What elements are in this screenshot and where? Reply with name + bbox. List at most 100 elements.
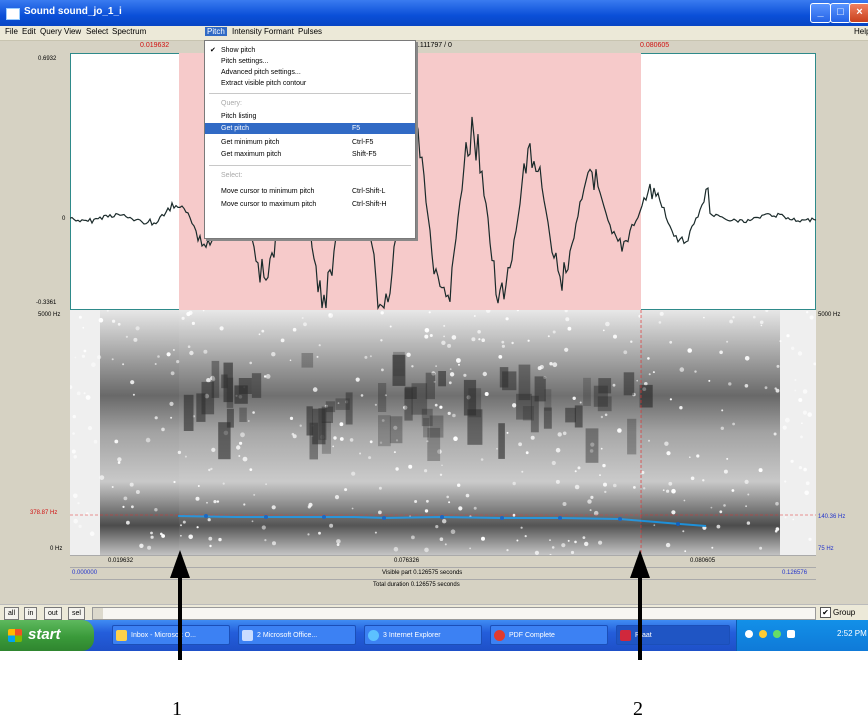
menu-item-get-minimum-pitch[interactable]: Get minimum pitch Ctrl-F5 (205, 137, 415, 148)
zoom-sel-button[interactable]: sel (68, 607, 85, 620)
spectrogram-speckle (188, 310, 193, 315)
spectrogram-speckle (744, 356, 750, 361)
menu-item-show-pitch[interactable]: ✔ Show pitch (205, 45, 415, 56)
spectrogram-speckle (70, 385, 73, 389)
spectrogram-speckle (91, 362, 96, 367)
spectrogram-speckle (395, 439, 399, 442)
menu-view[interactable]: View (64, 27, 82, 36)
start-button[interactable]: start (0, 620, 94, 651)
spectrogram-dark-band (639, 384, 653, 408)
spectrogram-dark-band (251, 373, 262, 398)
group-checkbox[interactable]: ✔ (820, 607, 831, 618)
spectrogram-speckle (173, 480, 176, 484)
menu-item-get-maximum-pitch[interactable]: Get maximum pitch Shift-F5 (205, 149, 415, 160)
spectrogram-speckle (792, 518, 794, 521)
spectrogram-speckle (439, 537, 444, 541)
spectrogram-speckle (758, 468, 763, 473)
menu-file[interactable]: File (5, 27, 18, 36)
menu-item-get-pitch[interactable]: Get pitch F5 (205, 123, 415, 134)
spectrogram-dark-band (345, 392, 353, 425)
menu-item-move-cursor-max[interactable]: Move cursor to maximum pitch Ctrl-Shift-… (205, 199, 415, 210)
menu-query[interactable]: Query (40, 27, 62, 36)
spectrogram-speckle (161, 534, 165, 538)
menu-edit[interactable]: Edit (22, 27, 36, 36)
spectrogram-speckle (643, 487, 646, 490)
spectrogram-speckle (666, 489, 670, 493)
menu-item-label: Move cursor to maximum pitch (221, 201, 317, 208)
spectrogram-speckle (562, 431, 567, 436)
spectrogram-speckle (501, 340, 505, 344)
menu-item-pitch-listing[interactable]: Pitch listing (205, 111, 415, 122)
menu-spectrum[interactable]: Spectrum (112, 27, 147, 36)
menu-intensity[interactable]: Intensity (232, 27, 262, 36)
spectrogram-speckle (549, 553, 552, 555)
spectrogram-speckle (774, 529, 778, 533)
total-duration-bar[interactable]: Total duration 0.126575 seconds (70, 579, 816, 592)
menu-help[interactable]: Help (854, 27, 868, 36)
menu-select[interactable]: Select (86, 27, 109, 36)
spectrogram-speckle (111, 486, 114, 488)
spectrogram-speckle (206, 378, 211, 383)
task-praat[interactable]: Praat (616, 625, 730, 645)
spectrogram-speckle (378, 486, 382, 490)
maximize-button[interactable]: □ (830, 3, 851, 23)
spectrogram-speckle (562, 502, 567, 506)
menu-item-extract-contour[interactable]: Extract visible pitch contour (205, 78, 415, 89)
minimize-button[interactable]: _ (810, 3, 831, 23)
spectrogram-speckle (106, 310, 109, 312)
spectrogram-speckle (135, 326, 140, 331)
spectrogram-speckle (360, 394, 364, 397)
task-inbox[interactable]: Inbox - Microsoft O... (112, 625, 230, 645)
menu-pitch[interactable]: Pitch (205, 27, 227, 36)
close-button[interactable]: × (849, 3, 868, 23)
menu-item-pitch-settings[interactable]: Pitch settings... (205, 56, 415, 67)
menu-item-shortcut: Ctrl-Shift-H (352, 201, 387, 208)
selection-time-bar[interactable]: 0.019632 0.076326 0.080605 (70, 555, 816, 568)
menu-item-move-cursor-min[interactable]: Move cursor to minimum pitch Ctrl-Shift-… (205, 186, 415, 197)
scroll-left-arrow[interactable] (93, 608, 103, 619)
spectrogram-speckle (424, 334, 429, 339)
spectrogram-speckle (117, 457, 122, 462)
spectrogram-panel[interactable] (70, 310, 816, 555)
menu-separator (209, 93, 411, 94)
spectrogram-speckle (379, 441, 383, 444)
spectrogram-speckle (744, 384, 749, 388)
spectrogram-speckle (726, 457, 729, 460)
spectrogram-speckle (238, 455, 241, 457)
spectrogram-speckle (574, 470, 577, 473)
visible-part-bar[interactable]: 0.000000 Visible part 0.126575 seconds 0… (70, 567, 816, 580)
zoom-all-button[interactable]: all (4, 607, 20, 620)
spectrogram-speckle (126, 520, 130, 525)
spectrogram-speckle (239, 441, 243, 445)
menu-item-label: Pitch listing (221, 113, 257, 120)
spectrogram-speckle (469, 547, 471, 550)
spectrogram-speckle (209, 544, 212, 548)
spectrogram-speckle (406, 352, 411, 357)
outlook-icon (116, 630, 127, 641)
spectrogram-speckle (572, 396, 576, 400)
spectrogram-speckle (774, 387, 777, 390)
menu-item-advanced-settings[interactable]: Advanced pitch settings... (205, 67, 415, 78)
task-office[interactable]: 2 Microsoft Office... (238, 625, 356, 645)
visible-left-label: 0.000000 (72, 570, 98, 576)
tray-volume-icon[interactable] (787, 630, 795, 638)
spectrogram-speckle (452, 413, 456, 418)
system-tray: 2:52 PM (736, 620, 868, 651)
tray-network-icon[interactable] (745, 630, 753, 638)
zoom-in-button[interactable]: in (24, 607, 38, 620)
task-ie[interactable]: 3 Internet Explorer (364, 625, 482, 645)
pitch-cursor-label: 378.87 Hz (30, 510, 58, 516)
task-pdf[interactable]: PDF Complete (490, 625, 608, 645)
tray-update-icon[interactable] (773, 630, 781, 638)
spectrogram-speckle (364, 355, 368, 359)
horizontal-scrollbar[interactable] (92, 607, 816, 620)
zoom-out-button[interactable]: out (44, 607, 62, 620)
tray-security-icon[interactable] (759, 630, 767, 638)
menu-formant[interactable]: Formant (264, 27, 294, 36)
spectrogram-speckle (389, 325, 392, 328)
spectrogram-speckle (299, 424, 302, 427)
menu-pulses[interactable]: Pulses (298, 27, 323, 36)
spectrogram-speckle (710, 506, 713, 509)
spectrogram-dark-band (518, 364, 531, 401)
spectrogram-speckle (775, 388, 780, 393)
